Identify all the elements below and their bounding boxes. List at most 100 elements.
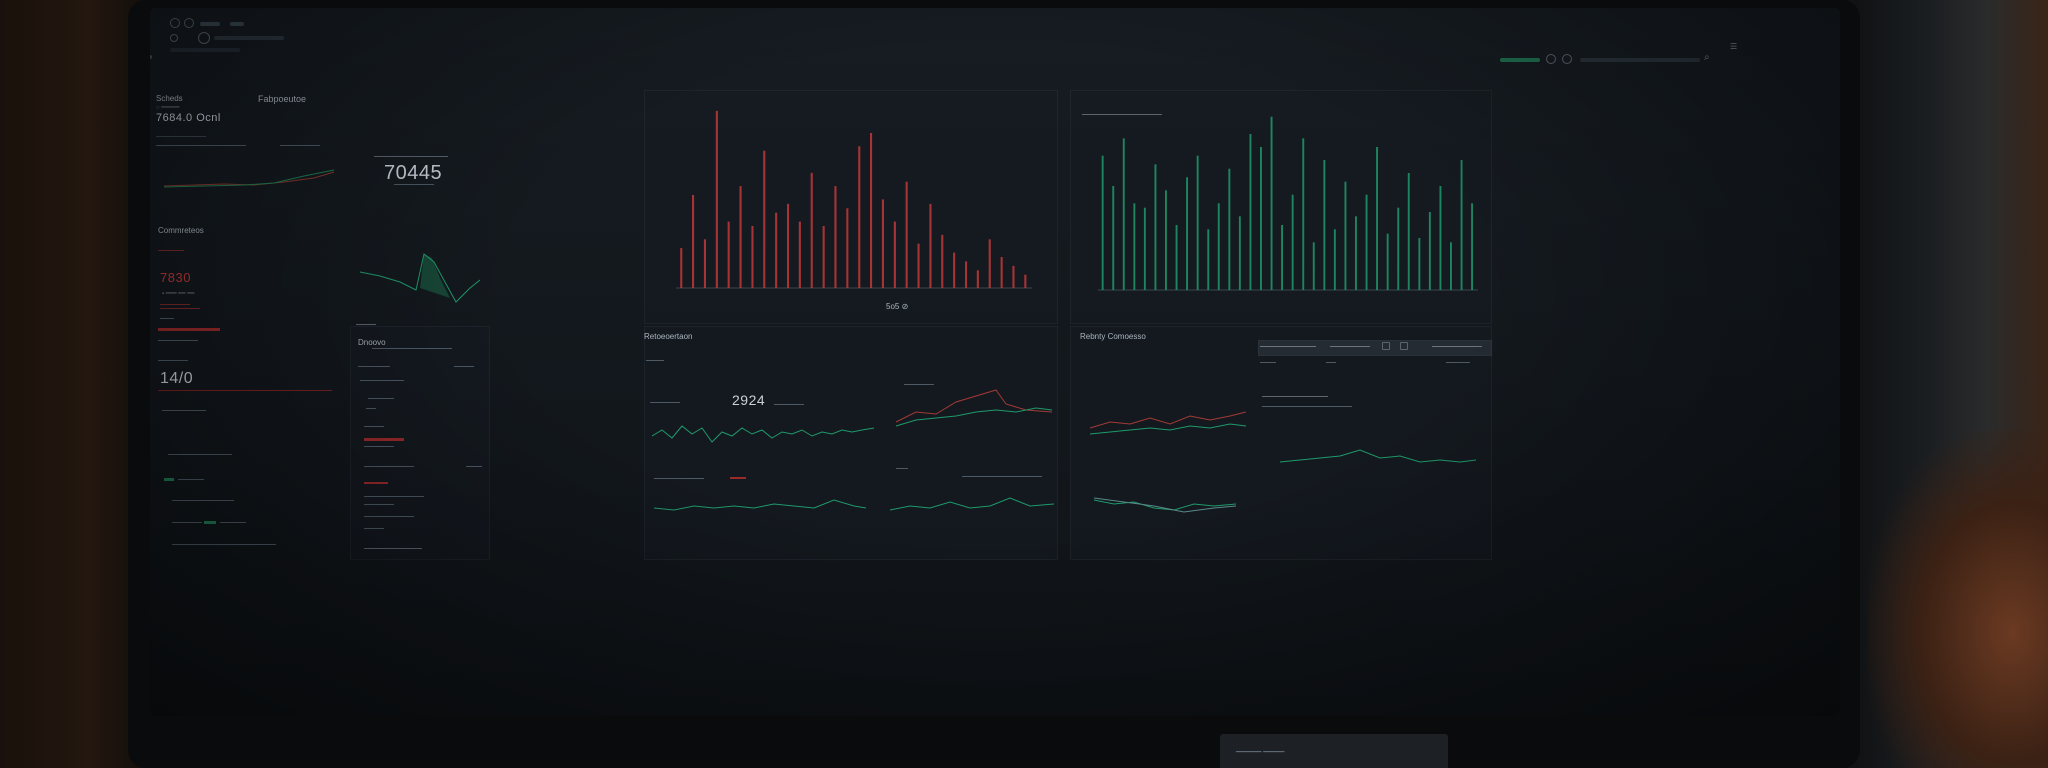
bar xyxy=(1355,216,1357,290)
table-header[interactable] xyxy=(1258,340,1492,356)
column-header[interactable] xyxy=(1330,346,1370,347)
home-icon[interactable] xyxy=(198,32,210,44)
monitor-screen: ⌕ ☰ Scheds Fabpoeutoe ○ ━━━━━ 7684.0 Ocn… xyxy=(150,8,1840,716)
bar xyxy=(1101,155,1104,290)
red-bar-chart xyxy=(676,110,1032,289)
details-panel xyxy=(350,326,490,560)
left-sub: ○ ━━━━━ xyxy=(156,105,180,111)
line-chart-4 xyxy=(889,497,1055,511)
row-text xyxy=(372,348,452,349)
row-text xyxy=(650,402,680,403)
bar xyxy=(1439,186,1442,290)
bar xyxy=(1397,207,1400,290)
bar xyxy=(1344,181,1347,290)
search-icon[interactable]: ⌕ xyxy=(1704,52,1710,63)
bar xyxy=(976,270,979,288)
monitor-stand xyxy=(1220,734,1448,768)
window-icon[interactable] xyxy=(170,18,180,28)
status-dot xyxy=(204,521,216,524)
bar xyxy=(1407,173,1410,290)
sort-icon[interactable] xyxy=(1400,342,1408,350)
bar xyxy=(1012,265,1015,288)
bar xyxy=(810,172,813,288)
bar xyxy=(1270,116,1273,290)
left-title: Scheds xyxy=(156,94,183,103)
list-item[interactable] xyxy=(220,522,246,523)
list-item[interactable] xyxy=(168,454,232,455)
bar xyxy=(739,186,742,288)
row-text xyxy=(368,398,394,399)
bar xyxy=(1196,155,1199,290)
row-text xyxy=(364,496,424,497)
bar xyxy=(727,221,730,288)
row-text xyxy=(466,466,482,467)
list-item[interactable] xyxy=(172,544,276,545)
toolbar-item[interactable] xyxy=(230,22,244,26)
divider xyxy=(158,250,184,251)
bottom-mid-value: 2924 xyxy=(732,392,766,408)
list-item[interactable] xyxy=(172,500,234,501)
bar xyxy=(917,243,920,288)
column-header[interactable] xyxy=(1260,346,1316,347)
row-text xyxy=(360,380,404,381)
sidebar-dot xyxy=(150,55,152,59)
line-chart-5 xyxy=(1089,411,1247,435)
status-indicator xyxy=(1500,58,1540,62)
bar xyxy=(1450,242,1452,290)
counter-value: 14/0 xyxy=(160,370,194,387)
row-text xyxy=(1262,406,1352,407)
column-header[interactable] xyxy=(1432,346,1482,347)
table-cell xyxy=(1326,362,1336,363)
filter-icon[interactable] xyxy=(1382,342,1390,350)
row-text xyxy=(774,404,804,405)
row-text xyxy=(364,504,394,505)
bar xyxy=(881,199,884,288)
bar xyxy=(929,203,932,288)
alert-bar xyxy=(364,438,404,441)
settings-icon[interactable] xyxy=(1546,54,1556,64)
nav-tabs[interactable] xyxy=(214,36,284,40)
bar xyxy=(858,146,861,288)
row-text xyxy=(364,426,384,427)
bar xyxy=(1418,238,1421,290)
bar xyxy=(1143,207,1146,290)
window-icon[interactable] xyxy=(184,18,194,28)
left-heading: Fabpoeutoe xyxy=(258,94,307,104)
bar xyxy=(1376,147,1378,290)
bar xyxy=(1460,160,1463,290)
menu-icon[interactable]: ☰ xyxy=(1730,42,1738,51)
progress-line xyxy=(158,390,332,391)
kpi-sub xyxy=(394,184,434,185)
toolbar-item[interactable] xyxy=(200,22,220,26)
kpi-caption xyxy=(374,156,448,157)
row-text xyxy=(364,446,394,447)
search-input[interactable] xyxy=(1580,58,1700,62)
row-text xyxy=(1262,396,1328,397)
top-bar: ⌕ ☰ xyxy=(170,12,1820,64)
bar xyxy=(715,110,718,289)
legend-item xyxy=(156,145,246,146)
bar xyxy=(1281,225,1283,290)
bar xyxy=(1365,194,1368,290)
bar xyxy=(1175,225,1178,290)
user-icon[interactable] xyxy=(1562,54,1572,64)
list-item[interactable] xyxy=(172,522,202,523)
left-sparkline xyxy=(163,169,335,188)
bar xyxy=(680,248,683,288)
bar xyxy=(1312,242,1315,290)
list-item[interactable] xyxy=(178,479,204,480)
bar xyxy=(1323,160,1326,290)
chart-title xyxy=(1082,114,1162,115)
breadcrumb[interactable] xyxy=(170,48,240,52)
bar xyxy=(1333,229,1336,290)
table-cell xyxy=(1260,362,1276,363)
row-text xyxy=(364,528,384,529)
row-text xyxy=(364,466,414,467)
nav-icon[interactable] xyxy=(170,34,178,42)
line-chart-3 xyxy=(653,499,867,511)
bar xyxy=(1122,138,1125,290)
row-text xyxy=(646,360,664,361)
bottom-right-title: Rebnty Comoesso xyxy=(1080,332,1146,341)
green-chart-panel xyxy=(1070,90,1492,324)
row-text xyxy=(162,410,206,411)
